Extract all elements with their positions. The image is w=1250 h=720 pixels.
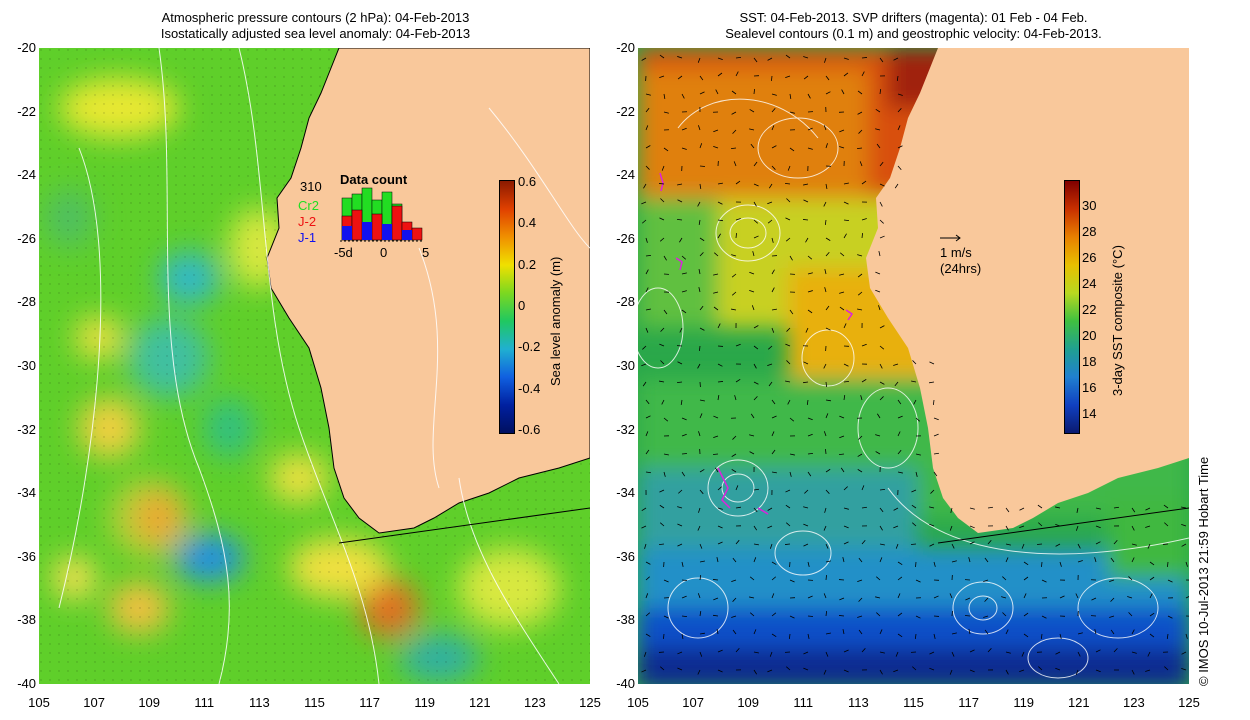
- colorbar-tick-label: 26: [1082, 250, 1097, 265]
- colorbar-tick-label: 0.2: [518, 256, 537, 272]
- y-axis-tick-label: -22: [17, 103, 36, 119]
- sst-colorbar: [1064, 180, 1080, 434]
- legend-j1: J-1: [298, 230, 317, 245]
- x-axis-tick-label: 123: [524, 695, 546, 710]
- y-axis-tick-label: -40: [616, 676, 635, 691]
- x-axis-tick-label: 105: [627, 695, 649, 710]
- y-axis-tick-label: -36: [17, 548, 36, 564]
- x-axis-tick-label: 109: [138, 695, 161, 710]
- colorbar-tick-label: 20: [1082, 328, 1097, 343]
- y-axis-tick-label: -30: [17, 358, 36, 373]
- colorbar-tick-label: 0.6: [518, 174, 537, 189]
- data-count-histogram: [340, 187, 424, 242]
- sst-colorbar-title: 3-day SST composite (°C): [1110, 245, 1125, 396]
- y-axis-tick-label: -32: [616, 421, 635, 437]
- sst-map[interactable]: [638, 48, 1189, 684]
- colorbar-tick-label: 22: [1082, 302, 1097, 317]
- y-axis-tick-label: -28: [17, 294, 36, 310]
- x-axis-tick-label: 113: [249, 695, 270, 710]
- y-axis-tick-label: -26: [616, 230, 635, 246]
- y-axis-tick-label: -38: [17, 612, 36, 628]
- colorbar-tick-label: 28: [1082, 224, 1097, 239]
- y-axis-tick-label: -22: [616, 103, 635, 119]
- histogram-bars: [341, 187, 423, 241]
- x-axis-tick-label: 111: [194, 695, 215, 710]
- x-axis-tick-label: 119: [414, 695, 436, 710]
- y-axis-tick-label: -32: [17, 421, 36, 437]
- x-axis-tick-label: 121: [1067, 695, 1090, 710]
- y-axis-tick-label: -20: [616, 40, 635, 55]
- sea-level-colorbar-title: Sea level anomaly (m): [548, 256, 563, 386]
- scale-arrow-label-speed: 1 m/s: [940, 245, 972, 260]
- x-axis-tick-label: 105: [28, 695, 50, 710]
- x-axis-tick-label: 113: [848, 695, 869, 710]
- x-axis-tick-label: 115: [304, 695, 325, 710]
- x-axis-tick-label: 111: [793, 695, 814, 710]
- y-axis-tick-label: -38: [616, 612, 635, 628]
- x-axis-tick-label: 125: [579, 695, 601, 710]
- x-axis-tick-label: 125: [1178, 695, 1200, 710]
- colorbar-tick-label: 18: [1082, 354, 1097, 369]
- x-axis-tick-label: 107: [682, 695, 704, 710]
- y-axis-tick-label: -20: [17, 40, 36, 55]
- x-axis-tick-label: 119: [1013, 695, 1035, 710]
- left-title: Atmospheric pressure contours (2 hPa): 0…: [40, 10, 591, 42]
- x-axis-tick-label: 117: [359, 695, 380, 710]
- credit-text: © IMOS 10-Jul-2013 21:59 Hobart Time: [1196, 456, 1211, 686]
- legend-cr2: Cr2: [298, 198, 319, 213]
- sealevel-contours: [638, 98, 1189, 679]
- y-axis-tick-label: -30: [616, 358, 635, 373]
- x-axis-tick-label: 115: [903, 695, 924, 710]
- data-count-title: Data count: [340, 172, 408, 187]
- sea-level-colorbar: [499, 180, 515, 434]
- colorbar-tick-label: 14: [1082, 406, 1097, 421]
- colorbar-tick-label: -0.4: [518, 380, 541, 396]
- sea-level-anomaly-map[interactable]: [39, 48, 590, 684]
- y-axis-tick-label: -40: [17, 676, 36, 691]
- colorbar-tick-label: 16: [1082, 380, 1097, 395]
- australia-landmass: [866, 48, 1189, 533]
- svp-drifters: [659, 172, 854, 515]
- y-axis-tick-label: -24: [616, 167, 635, 183]
- left-title-line2: Isostatically adjusted sea level anomaly…: [160, 26, 471, 41]
- legend-j2: J-2: [298, 214, 317, 229]
- y-axis-tick-label: -26: [17, 230, 36, 246]
- y-axis-tick-label: -34: [616, 485, 635, 501]
- colorbar-tick-label: 0.4: [518, 215, 537, 231]
- colorbar-tick-label: -0.2: [518, 339, 541, 355]
- colorbar-tick-label: 0: [518, 298, 526, 313]
- data-count-max: 310: [300, 179, 322, 194]
- y-axis-tick-label: -24: [17, 167, 36, 183]
- y-axis-tick-label: -34: [17, 485, 36, 501]
- left-title-line1: Atmospheric pressure contours (2 hPa): 0…: [161, 10, 470, 25]
- histogram-xlabel-mid: 0: [380, 245, 388, 260]
- pressure-contours: [58, 48, 590, 684]
- colorbar-tick-label: 30: [1082, 198, 1097, 213]
- colorbar-tick-label: 24: [1082, 276, 1097, 291]
- right-title-line2: Sealevel contours (0.1 m) and geostrophi…: [725, 26, 1102, 41]
- colorbar-tick-label: -0.6: [518, 422, 541, 437]
- scale-arrow-label-duration: (24hrs): [940, 261, 982, 276]
- x-axis-tick-label: 123: [1123, 695, 1145, 710]
- right-title-line1: SST: 04-Feb-2013. SVP drifters (magenta)…: [739, 10, 1088, 25]
- right-title: SST: 04-Feb-2013. SVP drifters (magenta)…: [638, 10, 1189, 42]
- x-axis-tick-label: 109: [737, 695, 760, 710]
- y-axis-tick-label: -36: [616, 548, 635, 564]
- histogram-xlabel-start: -5d: [334, 245, 353, 260]
- x-axis-tick-label: 107: [83, 695, 105, 710]
- geostrophic-velocity-arrows: [641, 54, 1189, 675]
- x-axis-tick-label: 117: [958, 695, 979, 710]
- x-axis-tick-label: 121: [468, 695, 491, 710]
- histogram-xlabel-end: 5: [422, 245, 430, 260]
- y-axis-tick-label: -28: [616, 294, 635, 310]
